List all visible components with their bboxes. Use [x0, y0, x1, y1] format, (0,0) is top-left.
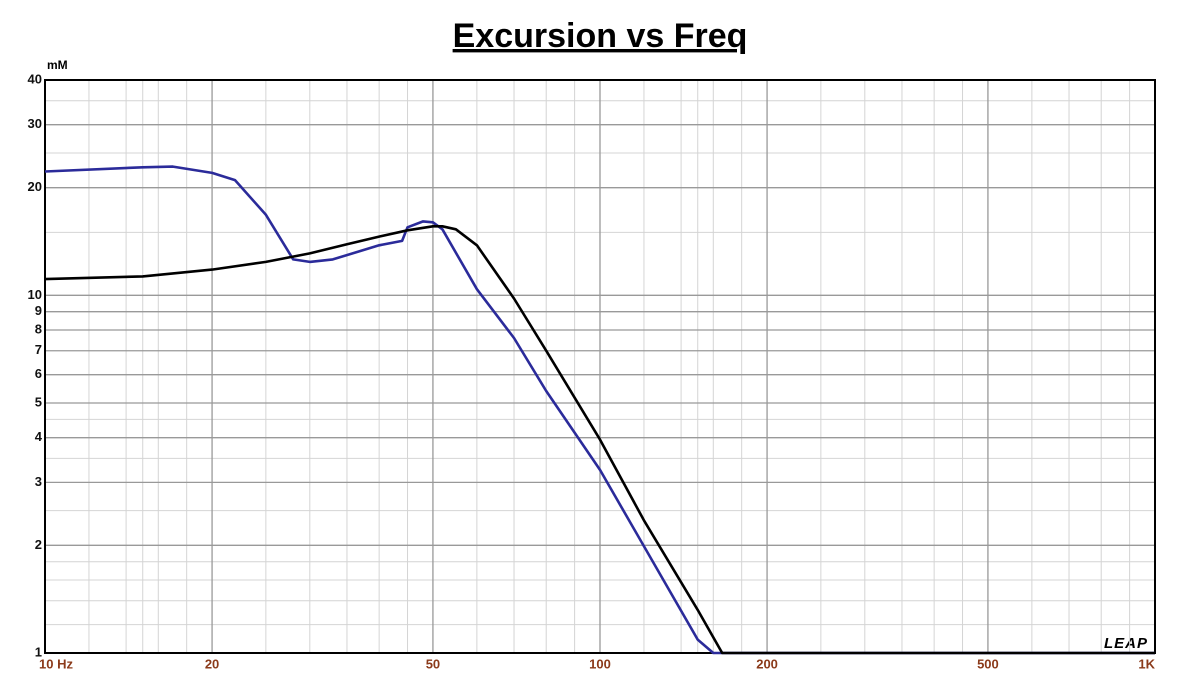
chart-title: Excursion vs Freq	[453, 17, 748, 55]
x-tick-label: 10 Hz	[39, 656, 73, 671]
x-tick-label: 50	[426, 656, 440, 671]
y-tick-label: 1	[35, 644, 42, 659]
y-tick-label: 5	[35, 394, 42, 409]
x-tick-label: 200	[756, 656, 778, 671]
plot-frame	[44, 79, 1156, 654]
y-tick-label: 10	[28, 287, 42, 302]
y-tick-label: 20	[28, 179, 42, 194]
y-axis-label: mM	[47, 58, 68, 72]
y-tick-label: 7	[35, 342, 42, 357]
y-tick-label: 6	[35, 366, 42, 381]
x-tick-label: 1K	[1138, 656, 1155, 671]
y-tick-label: 8	[35, 321, 42, 336]
x-tick-label: 500	[977, 656, 999, 671]
x-tick-label: 100	[589, 656, 611, 671]
data-line	[44, 225, 1155, 655]
y-tick-label: 40	[28, 71, 42, 86]
y-tick-label: 9	[35, 303, 42, 318]
logo: LEAP	[1104, 635, 1148, 652]
y-tick-label: 30	[28, 116, 42, 131]
x-tick-label: 20	[205, 656, 219, 671]
y-tick-label: 2	[35, 537, 42, 552]
y-tick-label: 4	[35, 429, 43, 444]
y-tick-label: 3	[35, 474, 42, 489]
data-line	[44, 165, 1155, 655]
